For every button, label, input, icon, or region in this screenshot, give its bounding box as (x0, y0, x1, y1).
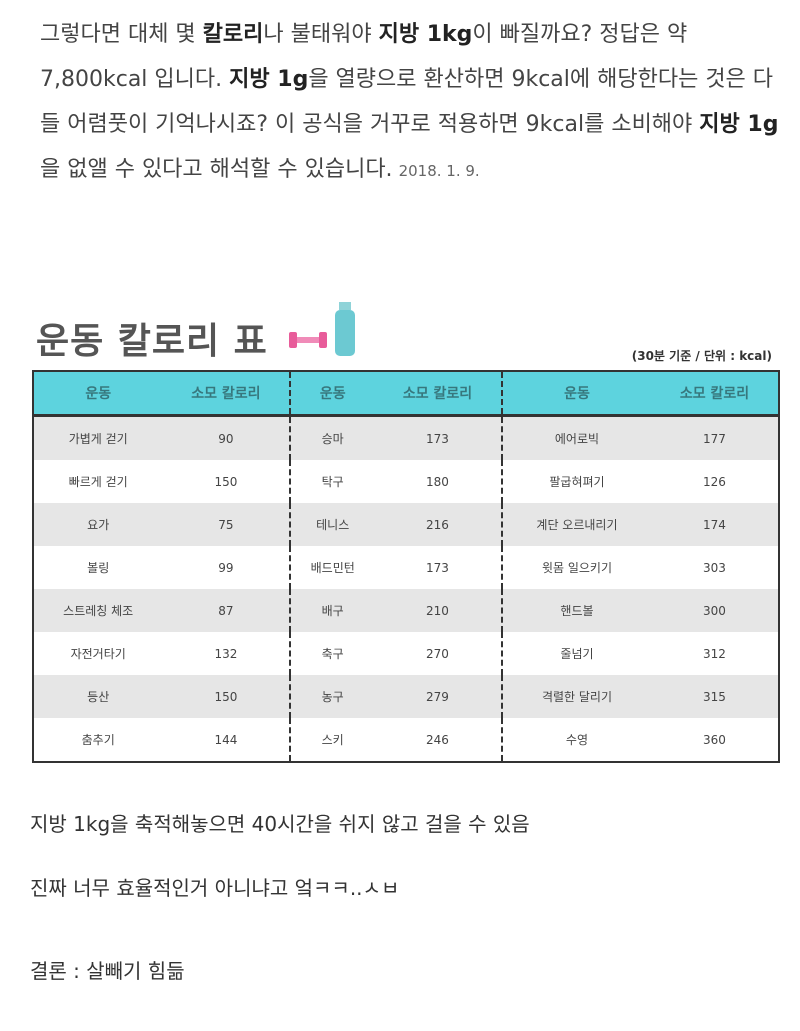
table-row: 빠르게 걷기 150 탁구 180 팔굽혀펴기 126 (33, 460, 779, 503)
table-row: 가볍게 걷기 90 승마 173 에어로빅 177 (33, 415, 779, 460)
calorie-cell: 177 (650, 415, 779, 460)
calorie-cell: 210 (373, 589, 503, 632)
calorie-cell: 99 (162, 546, 292, 589)
calorie-cell: 87 (162, 589, 292, 632)
dumbbell-bottle-icon (289, 302, 355, 356)
intro-text-segment: 지방 1g (699, 112, 779, 137)
calorie-cell: 315 (650, 675, 779, 718)
column-header: 소모 칼로리 (650, 371, 779, 417)
calorie-cell: 126 (703, 474, 726, 489)
exercise-cell: 등산 (33, 675, 163, 718)
column-header: 운동 (501, 371, 651, 417)
exercise-cell: 가볍게 걷기 (33, 415, 163, 460)
intro-text-segment: 을 열량으로 환산하면 9kcal에 해당한다는 것은 다들 어렴풋이 기억나시… (40, 67, 774, 137)
exercise-cell: 스트레칭 체조 (33, 589, 163, 632)
table-unit-note: (30분 기준 / 단위 : kcal) (631, 349, 772, 363)
comment-line-2: 진짜 너무 효율적인거 아니냐고 엌ㅋㅋ..ㅅㅂ (30, 876, 400, 900)
table-row: 춤추기 144 스키 246 수영 360 (33, 718, 779, 762)
exercise-cell: 수영 (565, 733, 589, 747)
calorie-cell: 279 (373, 675, 503, 718)
calorie-cell: 270 (373, 632, 503, 675)
table-row: 자전거타기 132 축구 270 줄넘기 312 (33, 632, 779, 675)
calorie-cell: 360 (703, 732, 726, 747)
calorie-cell: 174 (650, 503, 779, 546)
intro-text-segment: 지방 1kg (378, 22, 473, 47)
table-row: 요가 75 테니스 216 계단 오르내리기 174 (33, 503, 779, 546)
column-header: 소모 칼로리 (162, 371, 292, 417)
calorie-cell: 173 (373, 415, 503, 460)
intro-text-segment: 이 빠질까요? 정답은 약 7,800kcal 입니다. (40, 22, 688, 92)
exercise-cell: 격렬한 달리기 (501, 675, 651, 718)
intro-text-segment: 칼로리 (202, 22, 264, 47)
exercise-cell: 탁구 (321, 475, 344, 489)
calorie-cell: 216 (373, 503, 503, 546)
column-header: 소모 칼로리 (373, 371, 503, 417)
post-date: 2018. 1. 9. (398, 162, 480, 180)
column-header: 운동 (33, 371, 163, 417)
calorie-table: 운동 소모 칼로리 운동 소모 칼로리 운동 소모 칼로리 가볍게 걷기 90 승마 173 에어… (32, 370, 780, 763)
exercise-cell: 줄넘기 (560, 647, 594, 661)
exercise-cell: 테니스 (290, 503, 374, 546)
calorie-cell: 312 (703, 646, 726, 661)
calorie-cell: 150 (162, 675, 292, 718)
comment-line-1: 지방 1kg을 축적해놓으면 40시간을 쉬지 않고 걸을 수 있음 (30, 812, 530, 836)
intro-text-segment: 을 없앨 수 있다고 해석할 수 있습니다. (40, 157, 393, 182)
exercise-cell: 빠르게 걷기 (68, 475, 128, 489)
table-row: 스트레칭 체조 87 배구 210 핸드볼 300 (33, 589, 779, 632)
intro-text-segment: 그렇다면 대체 몇 (40, 22, 203, 47)
table-row: 볼링 99 배드민턴 173 윗몸 일으키기 303 (33, 546, 779, 589)
intro-paragraph: 그렇다면 대체 몇 칼로리나 불태워야 지방 1kg이 빠질까요? 정답은 약 … (40, 12, 780, 194)
exercise-cell: 윗몸 일으키기 (541, 561, 612, 575)
table-title: 운동 칼로리 표 (36, 321, 268, 362)
intro-text-segment: 지방 1g (229, 67, 309, 92)
exercise-cell: 자전거타기 (70, 647, 126, 661)
exercise-cell: 볼링 (87, 561, 110, 575)
table-row: 등산 150 농구 279 격렬한 달리기 315 (33, 675, 779, 718)
exercise-cell: 승마 (290, 415, 374, 460)
calorie-cell: 173 (373, 546, 503, 589)
calorie-cell: 246 (373, 718, 503, 762)
exercise-cell: 요가 (33, 503, 163, 546)
exercise-cell: 팔굽혀펴기 (549, 475, 605, 489)
comment-line-3: 결론 : 살빼기 힘듦 (30, 959, 185, 983)
exercise-cell: 핸드볼 (501, 589, 651, 632)
exercise-cell: 축구 (321, 647, 344, 661)
exercise-cell: 배드민턴 (310, 561, 355, 575)
calorie-cell: 75 (162, 503, 292, 546)
exercise-cell: 배구 (290, 589, 374, 632)
calorie-cell: 90 (162, 415, 292, 460)
calorie-cell: 303 (703, 560, 726, 575)
column-header: 운동 (290, 371, 374, 417)
calorie-cell: 300 (650, 589, 779, 632)
exercise-cell: 에어로빅 (501, 415, 651, 460)
calorie-cell: 144 (162, 718, 292, 762)
exercise-cell: 스키 (321, 733, 344, 747)
exercise-cell: 춤추기 (81, 733, 115, 747)
exercise-cell: 농구 (290, 675, 374, 718)
exercise-cell: 계단 오르내리기 (501, 503, 651, 546)
calorie-cell: 180 (373, 460, 503, 503)
intro-text-segment: 나 불태워야 (263, 22, 379, 47)
calorie-cell: 132 (162, 632, 292, 675)
calorie-cell: 150 (162, 460, 292, 503)
